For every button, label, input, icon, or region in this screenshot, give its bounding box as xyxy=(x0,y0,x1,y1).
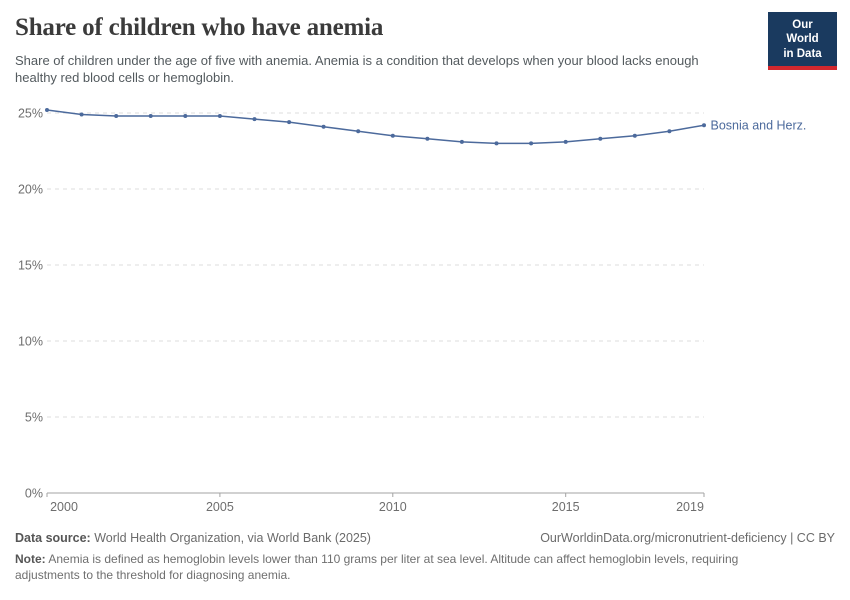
page-subtitle: Share of children under the age of five … xyxy=(15,53,699,86)
data-point xyxy=(390,133,395,138)
data-point xyxy=(79,112,84,117)
y-tick-label: 0% xyxy=(25,487,43,501)
data-point xyxy=(148,114,153,118)
x-tick-label: 2019 xyxy=(676,500,704,514)
x-tick-label: 2010 xyxy=(379,500,407,514)
data-point xyxy=(563,139,568,144)
data-source-label: Data source: xyxy=(15,531,91,545)
data-point xyxy=(114,114,119,118)
x-tick-label: 2005 xyxy=(206,500,234,514)
data-source-text: World Health Organization, via World Ban… xyxy=(90,531,371,545)
y-tick-label: 15% xyxy=(18,259,43,273)
data-point xyxy=(287,120,292,125)
data-point xyxy=(217,114,222,118)
footer-url-link[interactable]: OurWorldinData.org/micronutrient-deficie… xyxy=(540,531,835,545)
data-point xyxy=(459,139,464,144)
x-tick-label: 2015 xyxy=(552,500,580,514)
data-point xyxy=(529,141,534,146)
line-chart[interactable]: 0% 5% 10% 15% 20% 25% 2000 2005 2010 2015 2019 Bosn… xyxy=(0,90,850,520)
data-series-line xyxy=(46,109,705,145)
footer-note-label: Note: xyxy=(15,552,46,566)
data-point xyxy=(183,114,188,118)
data-point xyxy=(252,117,257,122)
footer-note-text: Anemia is defined as hemoglobin levels l… xyxy=(15,552,739,582)
series-end-label: Bosnia and Herz. xyxy=(711,119,807,133)
y-tick-label: 10% xyxy=(18,335,43,349)
y-tick-label: 5% xyxy=(25,411,43,425)
data-point xyxy=(598,136,603,141)
footer-note: Note: Anemia is defined as hemoglobin le… xyxy=(15,552,795,583)
owid-logo[interactable]: Our World in Data xyxy=(768,12,837,71)
chart-footer: Data source: World Health Organization, … xyxy=(15,531,835,583)
y-tick-label: 20% xyxy=(18,183,43,197)
footer-row: Data source: World Health Organization, … xyxy=(15,531,835,545)
data-point xyxy=(667,129,672,134)
data-point xyxy=(45,108,49,112)
x-tick-label: 2000 xyxy=(50,500,78,514)
data-point xyxy=(356,129,361,134)
data-point xyxy=(494,141,499,146)
data-point xyxy=(425,136,430,141)
page-title: Share of children who have anemia xyxy=(15,14,384,41)
data-source-line: Data source: World Health Organization, … xyxy=(15,531,371,545)
owid-logo-line1: Our World xyxy=(786,19,819,46)
data-point xyxy=(702,123,706,128)
data-point xyxy=(321,124,326,129)
data-point xyxy=(632,133,637,138)
y-tick-label: 25% xyxy=(18,107,43,121)
owid-logo-line2: in Data xyxy=(783,47,822,60)
